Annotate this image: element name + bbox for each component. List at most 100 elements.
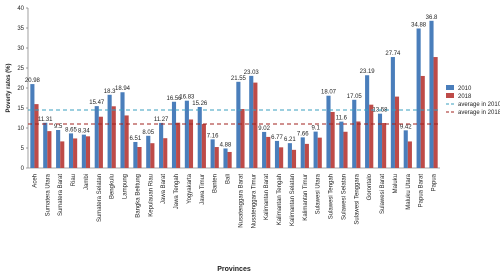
x-tick-label: Sulawesi Utara xyxy=(316,173,322,214)
bar xyxy=(291,149,297,168)
data-label: 8.34 xyxy=(78,129,90,135)
bar xyxy=(137,147,142,168)
x-tick-label: Yogyakarta xyxy=(187,173,193,203)
bar xyxy=(330,111,335,168)
y-tick-label: 0 xyxy=(21,166,25,172)
bar xyxy=(120,92,125,168)
x-tick-label: Riau xyxy=(71,174,77,186)
bar xyxy=(176,122,181,168)
bar xyxy=(266,136,271,168)
data-label: 13.58 xyxy=(372,108,388,114)
bar xyxy=(304,143,309,168)
bar xyxy=(433,57,438,168)
x-tick-label: Bengkulu xyxy=(110,174,116,199)
bar xyxy=(394,96,400,168)
bar xyxy=(352,99,357,168)
x-tick-label: Sulawesi Tengah xyxy=(329,174,335,219)
bar xyxy=(313,131,318,168)
bar xyxy=(184,100,189,168)
bar xyxy=(107,94,112,168)
data-label: 6.21 xyxy=(284,137,296,143)
bar xyxy=(300,137,305,168)
y-tick-label: 20 xyxy=(17,86,24,92)
data-label: 8.65 xyxy=(65,127,77,133)
bar xyxy=(150,143,155,168)
bar xyxy=(34,104,39,168)
bar xyxy=(339,121,344,168)
bar xyxy=(30,84,35,168)
bar xyxy=(133,141,138,168)
y-tick-label: 40 xyxy=(17,6,24,12)
bar xyxy=(326,95,331,168)
bar xyxy=(227,151,232,168)
x-tick-label: Nusatenggara Barat xyxy=(238,174,244,228)
legend-label: 2018 xyxy=(458,94,472,100)
bar xyxy=(60,141,65,168)
bar xyxy=(377,113,383,168)
x-tick-label: Jambi xyxy=(84,174,90,190)
x-tick-label: Lampung xyxy=(123,174,129,199)
bar xyxy=(201,124,206,168)
data-label: 11.31 xyxy=(38,117,53,123)
x-tick-label: Kalimantan Selatan xyxy=(290,174,296,226)
bar xyxy=(429,20,434,168)
x-tick-label: Kalimantan Tengah xyxy=(277,174,283,225)
bar xyxy=(81,134,86,168)
bar xyxy=(279,147,284,168)
x-tick-label: Kalimantan Timur xyxy=(303,174,309,221)
bar xyxy=(287,143,292,168)
x-tick-label: Maluku xyxy=(393,174,399,193)
data-label: 9.5 xyxy=(54,124,63,130)
legend-swatch xyxy=(446,93,454,98)
bar xyxy=(343,131,348,168)
bar xyxy=(124,115,129,168)
bar xyxy=(356,121,361,168)
x-tick-label: Sulawesi Tenggara xyxy=(354,173,360,224)
data-label: 8.05 xyxy=(142,130,154,136)
bar xyxy=(163,138,168,168)
bar xyxy=(94,106,99,168)
bar xyxy=(171,101,177,168)
bar xyxy=(365,75,370,168)
data-label: 27.74 xyxy=(385,51,401,57)
x-tick-label: Sulawesi Barat xyxy=(380,174,386,214)
data-label: 20.98 xyxy=(25,78,41,84)
legend-swatch xyxy=(446,85,454,90)
x-tick-label: Jawa Tengah xyxy=(174,174,180,209)
y-tick-label: 30 xyxy=(17,46,24,52)
x-tick-label: Aceh xyxy=(32,174,38,188)
x-tick-label: Jawa Timur xyxy=(200,174,206,205)
bar xyxy=(111,106,116,168)
bar xyxy=(98,116,103,168)
data-label: 18.07 xyxy=(321,90,337,96)
x-tick-label: Nusatenggara Timur xyxy=(251,174,257,228)
bar xyxy=(249,75,254,168)
bar xyxy=(214,147,219,168)
bar xyxy=(240,109,245,168)
bar xyxy=(85,136,91,168)
data-label: 9.42 xyxy=(400,124,412,130)
bar xyxy=(188,119,194,168)
y-axis-label: Poverty rates (%) xyxy=(6,63,12,112)
bar xyxy=(43,122,48,168)
bar xyxy=(146,135,151,168)
bar xyxy=(223,148,228,168)
data-label: 6.51 xyxy=(130,136,142,142)
data-label: 34.88 xyxy=(411,22,427,28)
x-tick-label: Bali xyxy=(226,174,232,184)
data-label: 23.03 xyxy=(244,70,260,76)
legend-label: average in 2018 xyxy=(458,110,500,116)
legend-label: average in 2010 xyxy=(458,102,500,108)
bar xyxy=(253,82,258,168)
x-tick-label: Sulawesi Selatan xyxy=(341,174,347,220)
y-tick-label: 10 xyxy=(17,126,24,132)
data-label: 36.8 xyxy=(426,15,438,21)
data-label: 7.16 xyxy=(207,133,219,139)
bar xyxy=(68,133,74,168)
x-tick-label: Sumatera Utara xyxy=(45,173,51,216)
bar xyxy=(159,122,164,168)
bar xyxy=(210,139,215,168)
y-tick-label: 15 xyxy=(17,106,24,112)
data-label: 11.27 xyxy=(154,117,169,123)
